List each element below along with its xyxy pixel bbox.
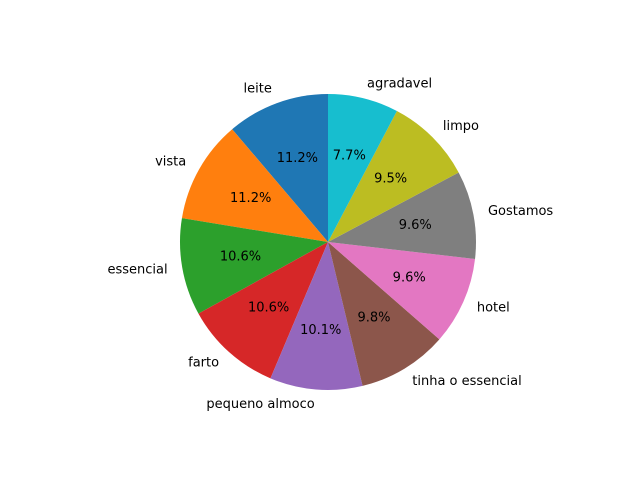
pie-slice-vista bbox=[181, 129, 328, 242]
category-label-hotel: hotel bbox=[477, 300, 510, 315]
pie-slice-tinha-o-essencial bbox=[328, 242, 440, 386]
pie-slice-agradavel bbox=[328, 94, 397, 242]
category-label-farto: farto bbox=[188, 356, 219, 371]
percent-label-vista: 11.2% bbox=[230, 191, 271, 206]
pie-slice-essencial bbox=[179, 218, 328, 314]
percent-label-farto: 10.6% bbox=[248, 301, 289, 316]
category-label-vista: vista bbox=[155, 154, 186, 169]
percent-label-agradavel: 7.7% bbox=[333, 148, 366, 163]
percent-label-limpo: 9.5% bbox=[374, 172, 407, 187]
pie-slice-leite bbox=[232, 94, 328, 242]
category-label-limpo: limpo bbox=[443, 119, 479, 134]
category-labels: leite vista essencial farto pequeno almoco ti… bbox=[107, 76, 553, 411]
category-label-pequeno-almoco: pequeno almoco bbox=[206, 397, 314, 412]
pie-slice-pequeno-almoco bbox=[270, 242, 363, 391]
category-label-gostamos: Gostamos bbox=[488, 204, 553, 219]
percent-label-hotel: 9.6% bbox=[393, 270, 426, 285]
percent-labels: 11.2% 11.2% 10.6% 10.6% 10.1% 9.8% 9.6% 9.6% 9.5… bbox=[220, 148, 432, 338]
percent-label-essencial: 10.6% bbox=[220, 250, 261, 265]
category-label-agradavel: agradavel bbox=[367, 76, 432, 91]
percent-label-leite: 11.2% bbox=[277, 151, 318, 166]
pie-slices bbox=[179, 94, 476, 391]
percent-label-gostamos: 9.6% bbox=[399, 218, 432, 233]
pie-slice-hotel bbox=[328, 242, 476, 340]
percent-label-tinha-o-essencial: 9.8% bbox=[357, 310, 390, 325]
category-label-leite: leite bbox=[244, 82, 272, 97]
category-label-essencial: essencial bbox=[107, 262, 167, 277]
pie-slice-limpo bbox=[328, 111, 459, 242]
category-label-tinha-o-essencial: tinha o essencial bbox=[412, 374, 522, 389]
percent-label-pequeno-almoco: 10.1% bbox=[300, 323, 341, 338]
pie-slice-farto bbox=[198, 242, 328, 379]
pie-slice-gostamos bbox=[328, 172, 476, 259]
